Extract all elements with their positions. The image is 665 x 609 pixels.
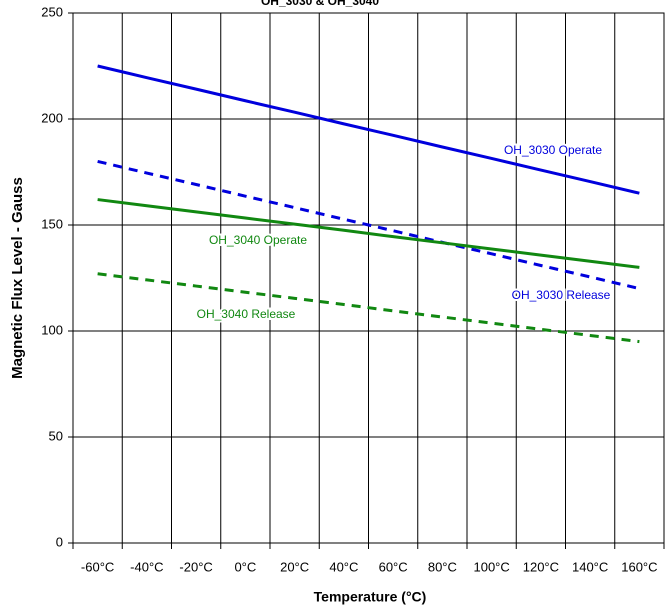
x-axis-label: Temperature (°C) xyxy=(314,589,427,605)
plot-border xyxy=(72,12,665,544)
x-tick-label: 100°C xyxy=(473,559,509,574)
x-tick-label: -60°C xyxy=(81,559,114,574)
series-label: OH_3040 Operate xyxy=(209,233,307,247)
x-tick-label: 80°C xyxy=(428,559,457,574)
series-label: OH_3030 Operate xyxy=(504,143,602,157)
series-line xyxy=(97,198,640,269)
y-tick-label: 0 xyxy=(56,534,63,549)
y-tick-label: 200 xyxy=(41,110,63,125)
x-tick-label: -20°C xyxy=(179,559,212,574)
chart-title: OH_3030 & OH_3040 xyxy=(261,0,379,8)
y-tick-label: 150 xyxy=(41,216,63,231)
x-tick-label: 120°C xyxy=(523,559,559,574)
series-line xyxy=(97,159,640,291)
y-tick-label: 250 xyxy=(41,4,63,19)
y-tick-label: 100 xyxy=(41,322,63,337)
x-tick-label: 20°C xyxy=(280,559,309,574)
series-label: OH_3040 Release xyxy=(197,307,296,321)
series-line xyxy=(97,64,640,195)
x-tick-label: 0°C xyxy=(234,559,256,574)
series-line xyxy=(97,272,640,344)
y-axis-label: Magnetic Flux Level - Gauss xyxy=(9,177,26,379)
series-label: OH_3030 Release xyxy=(512,288,611,302)
x-tick-label: 60°C xyxy=(379,559,408,574)
x-tick-label: 40°C xyxy=(329,559,358,574)
x-tick-label: -40°C xyxy=(130,559,163,574)
x-tick-label: 160°C xyxy=(621,559,657,574)
x-tick-label: 140°C xyxy=(572,559,608,574)
y-tick-label: 50 xyxy=(49,428,63,443)
